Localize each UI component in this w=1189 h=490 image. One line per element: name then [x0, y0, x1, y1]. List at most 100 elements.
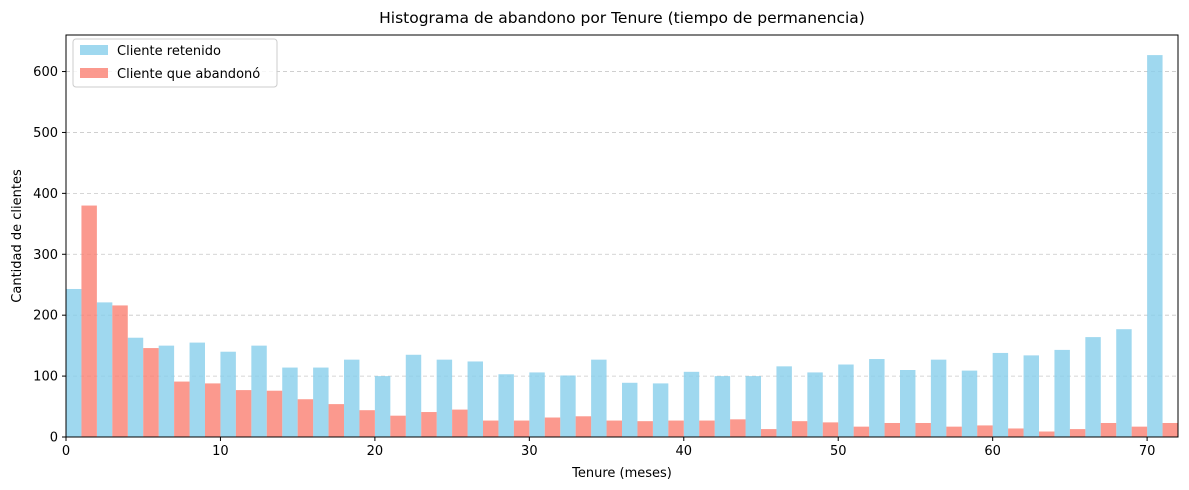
- bar-retenido: [930, 359, 947, 437]
- bar-abandono: [822, 422, 839, 437]
- bar-abandono: [483, 420, 499, 437]
- x-tick-label: 70: [1139, 444, 1156, 459]
- bar-abandono: [513, 420, 530, 437]
- bar-abandono: [143, 348, 159, 437]
- legend-swatch-abandono: [80, 68, 108, 78]
- bar-retenido: [1054, 349, 1070, 437]
- x-tick-label: 60: [984, 444, 1001, 459]
- bar-retenido: [436, 359, 453, 437]
- bar-retenido: [405, 354, 422, 437]
- bars-group: [66, 55, 1178, 437]
- legend: Cliente retenido Cliente que abandonó: [72, 38, 278, 88]
- bar-abandono: [1069, 429, 1086, 437]
- legend-swatch-retenido: [80, 45, 108, 55]
- y-tick-label: 500: [33, 126, 58, 141]
- y-tick-label: 300: [33, 248, 58, 263]
- bar-retenido: [282, 367, 298, 437]
- bar-abandono: [1008, 428, 1024, 437]
- x-tick-label: 0: [62, 444, 70, 459]
- bar-retenido: [1085, 337, 1101, 437]
- y-tick-label: 600: [33, 65, 58, 80]
- bar-retenido: [66, 288, 82, 437]
- bar-retenido: [1147, 55, 1163, 437]
- bar-abandono: [699, 420, 715, 437]
- y-tick-label: 200: [33, 309, 58, 324]
- bar-abandono: [81, 205, 97, 437]
- bar-retenido: [683, 371, 700, 437]
- bar-retenido: [591, 359, 607, 437]
- bar-abandono: [421, 412, 437, 437]
- bar-retenido: [127, 337, 144, 437]
- bar-retenido: [900, 370, 916, 437]
- bar-retenido: [992, 352, 1009, 437]
- bar-abandono: [668, 420, 684, 437]
- bar-abandono: [1100, 422, 1117, 437]
- bar-abandono: [359, 410, 375, 437]
- bar-retenido: [498, 374, 514, 437]
- bar-retenido: [158, 345, 175, 437]
- bar-abandono: [1039, 431, 1055, 437]
- bar-retenido: [313, 367, 329, 437]
- bar-retenido: [714, 376, 731, 437]
- bar-retenido: [1023, 355, 1039, 437]
- bar-retenido: [374, 376, 391, 437]
- bar-retenido: [1116, 329, 1132, 437]
- bar-retenido: [467, 361, 483, 437]
- bar-abandono: [544, 417, 561, 437]
- bar-retenido: [220, 351, 236, 437]
- y-axis-label: Cantidad de clientes: [10, 169, 25, 303]
- bar-abandono: [791, 421, 808, 437]
- chart-title: Histograma de abandono por Tenure (tiemp…: [379, 9, 865, 27]
- bar-retenido: [560, 375, 576, 437]
- bar-retenido: [189, 342, 205, 437]
- bar-abandono: [977, 425, 993, 437]
- y-tick-label: 100: [33, 370, 58, 385]
- x-axis-ticks: 0 10 20 30 40 50 60 70: [62, 437, 1156, 459]
- bar-retenido: [807, 372, 823, 437]
- bar-abandono: [235, 390, 252, 437]
- bar-abandono: [174, 381, 190, 437]
- bar-retenido: [838, 364, 854, 437]
- bar-abandono: [575, 416, 592, 437]
- bar-abandono: [328, 404, 344, 437]
- bar-retenido: [745, 376, 761, 437]
- x-tick-label: 30: [521, 444, 538, 459]
- bar-retenido: [344, 359, 360, 437]
- x-tick-label: 50: [830, 444, 847, 459]
- bar-retenido: [622, 382, 638, 437]
- bar-abandono: [266, 390, 283, 437]
- bar-abandono: [761, 429, 777, 437]
- x-tick-label: 20: [367, 444, 384, 459]
- bar-retenido: [251, 345, 267, 437]
- bar-abandono: [730, 419, 746, 437]
- y-tick-label: 400: [33, 187, 58, 202]
- bar-abandono: [1162, 422, 1178, 437]
- bar-abandono: [915, 422, 931, 437]
- legend-label-retenido: Cliente retenido: [117, 44, 221, 59]
- bar-abandono: [390, 415, 406, 437]
- legend-box: [72, 38, 278, 88]
- bar-abandono: [853, 426, 870, 437]
- y-axis-ticks: 0 100 200 300 400 500 600: [33, 65, 66, 446]
- bar-abandono: [452, 409, 468, 437]
- bar-retenido: [869, 359, 885, 437]
- y-tick-label: 0: [50, 431, 58, 446]
- bar-retenido: [96, 302, 113, 437]
- bar-abandono: [205, 383, 221, 437]
- x-tick-label: 10: [212, 444, 229, 459]
- bar-abandono: [884, 422, 900, 437]
- plot-frame: [65, 34, 1179, 438]
- x-tick-label: 40: [676, 444, 693, 459]
- bar-abandono: [606, 420, 622, 437]
- bar-abandono: [946, 426, 962, 437]
- bar-retenido: [961, 370, 978, 437]
- bar-abandono: [297, 399, 314, 437]
- bar-retenido: [529, 372, 545, 437]
- bar-abandono: [112, 305, 128, 437]
- bar-retenido: [652, 383, 669, 437]
- x-axis-label: Tenure (meses): [571, 466, 672, 481]
- legend-label-abandono: Cliente que abandonó: [117, 67, 260, 82]
- bar-abandono: [1131, 426, 1148, 437]
- bar-retenido: [776, 366, 792, 437]
